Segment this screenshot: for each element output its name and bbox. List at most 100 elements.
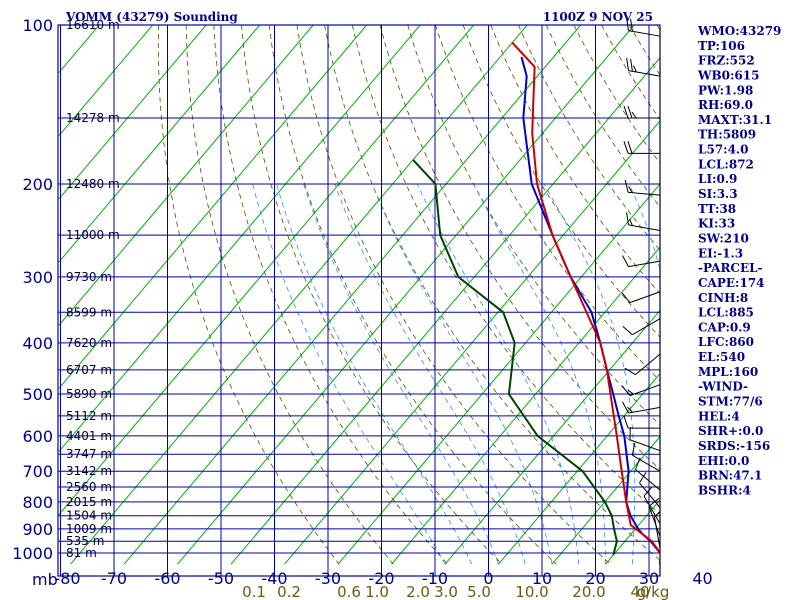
wind-barb bbox=[623, 141, 660, 154]
barb-flag bbox=[621, 292, 631, 303]
isotherm bbox=[177, 25, 635, 565]
barb-flag bbox=[623, 105, 629, 119]
pressure-unit-label: mb bbox=[32, 570, 58, 589]
index-line: MAXT:31.1 bbox=[698, 113, 772, 127]
height-label: 3747 m bbox=[66, 447, 112, 461]
barb-shaft bbox=[628, 260, 661, 268]
barb-shaft bbox=[635, 353, 661, 376]
temperature-label: -10 bbox=[422, 569, 448, 588]
height-label: 1009 m bbox=[66, 522, 112, 536]
height-label: 14278 m bbox=[66, 111, 120, 125]
wind-barb bbox=[626, 18, 661, 37]
index-line: FRZ:552 bbox=[698, 54, 755, 68]
index-line: -PARCEL- bbox=[698, 261, 763, 275]
moist-adiabat bbox=[252, 183, 446, 565]
height-label: 4401 m bbox=[66, 429, 112, 443]
index-line: -WIND- bbox=[698, 380, 748, 394]
temperature-label: -50 bbox=[208, 569, 234, 588]
wind-barb bbox=[629, 427, 661, 452]
wind-barb bbox=[624, 179, 661, 196]
index-line: WB0:615 bbox=[697, 68, 759, 82]
dry-adiabat bbox=[490, 25, 660, 295]
barb-shaft bbox=[648, 506, 661, 537]
barb-flag bbox=[626, 58, 629, 71]
dry-adiabat bbox=[268, 25, 557, 565]
barb-flag bbox=[627, 406, 633, 413]
pressure-label: 1000 bbox=[12, 544, 53, 563]
moist-adiabat bbox=[276, 183, 473, 565]
isotherm bbox=[58, 25, 421, 454]
barb-shaft bbox=[629, 439, 661, 452]
isotherm bbox=[391, 246, 660, 565]
index-line: CINH:8 bbox=[698, 291, 748, 305]
isotherm bbox=[498, 372, 660, 565]
isotherm bbox=[58, 25, 475, 517]
barb-flag bbox=[629, 218, 633, 226]
index-line: STM:77/6 bbox=[698, 395, 763, 409]
mixing-ratio-label: 0.1 bbox=[242, 583, 266, 600]
height-label: 8599 m bbox=[66, 305, 112, 319]
pressure-label: 800 bbox=[22, 493, 53, 512]
barb-flag bbox=[626, 18, 629, 31]
height-label: 12480 m bbox=[66, 177, 120, 191]
moist-adiabat bbox=[543, 183, 636, 565]
temperature-label: 40 bbox=[692, 569, 712, 588]
chart-title: VOMM (43279) Sounding bbox=[65, 10, 238, 24]
index-line: SHR+:0.0 bbox=[698, 424, 763, 438]
wind-barb bbox=[623, 105, 660, 119]
index-line: EI:-1.3 bbox=[698, 246, 743, 260]
pressure-label: 700 bbox=[22, 462, 53, 481]
barb-flag bbox=[627, 389, 634, 395]
height-label: 2015 m bbox=[66, 495, 112, 509]
isotherm bbox=[337, 183, 660, 565]
isotherm bbox=[70, 25, 528, 565]
mixing-ratio-label: 0.2 bbox=[277, 583, 301, 600]
dry-adiabat bbox=[795, 25, 800, 564]
barb-flag bbox=[627, 141, 633, 154]
index-line: LFC:860 bbox=[698, 335, 754, 349]
moist-adiabat bbox=[416, 183, 580, 565]
height-label: 16610 m bbox=[66, 18, 120, 32]
barb-flag bbox=[626, 212, 629, 225]
trace-parcel bbox=[511, 41, 660, 555]
index-line: HEL:4 bbox=[698, 409, 740, 423]
index-line: LCL:885 bbox=[698, 306, 754, 320]
moist-adiabat bbox=[473, 183, 606, 565]
barb-shaft bbox=[635, 469, 661, 491]
height-label: 11000 m bbox=[66, 228, 120, 242]
barb-shaft bbox=[629, 384, 661, 397]
wind-barb bbox=[639, 471, 661, 508]
index-line: BSHR:4 bbox=[698, 483, 751, 497]
trace-dewpoint bbox=[412, 159, 618, 556]
mixing-ratio-unit: g/kg bbox=[637, 583, 670, 600]
height-label: 81 m bbox=[66, 546, 97, 560]
mixing-ratio-label: 2.0 bbox=[406, 583, 430, 600]
index-line: SI:3.3 bbox=[698, 187, 738, 201]
dry-adiabat bbox=[157, 25, 340, 565]
index-line: MPL:160 bbox=[698, 365, 758, 379]
dry-adiabat bbox=[324, 25, 660, 561]
pressure-label: 100 bbox=[22, 16, 53, 35]
moist-adiabat bbox=[334, 183, 526, 565]
wind-barb bbox=[624, 353, 661, 376]
barb-flag bbox=[639, 471, 647, 484]
isotherm bbox=[58, 25, 314, 328]
isotherm bbox=[58, 25, 154, 138]
height-label: 1504 m bbox=[66, 509, 112, 523]
isotherm bbox=[230, 56, 660, 565]
barb-shaft bbox=[628, 70, 661, 77]
isotherm bbox=[0, 25, 46, 564]
height-label: 2560 m bbox=[66, 480, 112, 494]
index-line: CAPE:174 bbox=[698, 276, 765, 290]
barb-flag bbox=[621, 385, 631, 396]
temperature-label: -40 bbox=[261, 569, 287, 588]
mixing-ratio-label: 0.6 bbox=[337, 583, 361, 600]
barb-flag bbox=[633, 65, 637, 73]
temperature-label: 0 bbox=[483, 569, 493, 588]
isotherm bbox=[58, 25, 207, 201]
index-line: KI:33 bbox=[698, 217, 735, 231]
barb-flag bbox=[622, 255, 629, 267]
